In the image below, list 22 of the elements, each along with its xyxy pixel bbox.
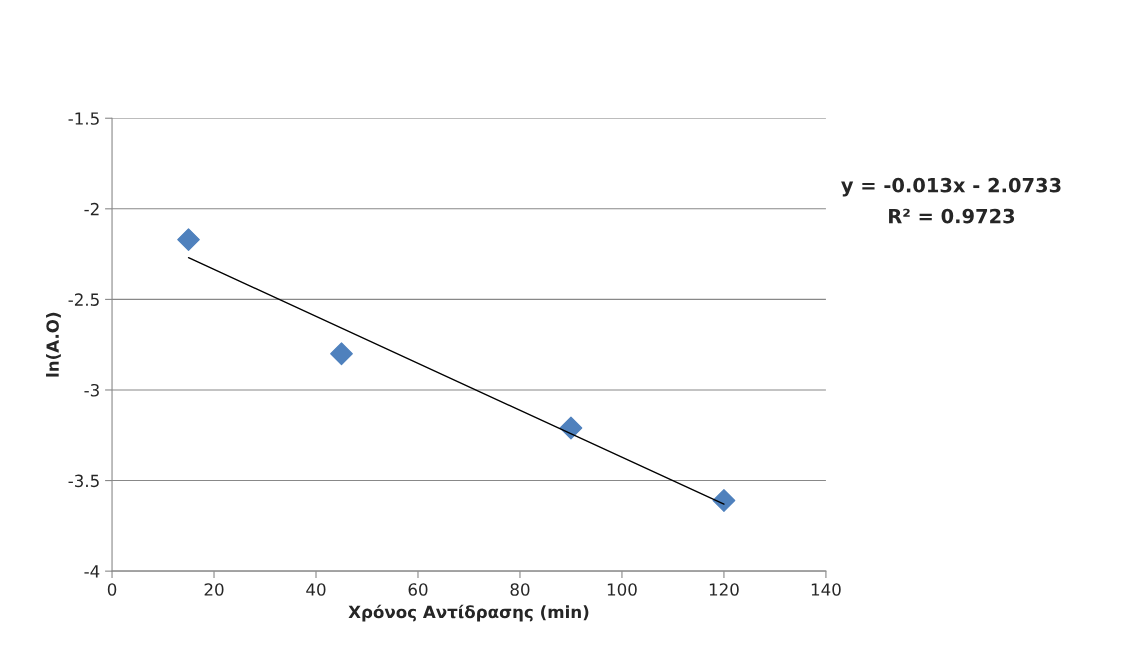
x-tick-label: 60 — [408, 583, 428, 596]
x-tick-label: 140 — [811, 583, 841, 596]
x-tick-label: 0 — [107, 583, 117, 596]
text: y = -0.013x - 2.0733 — [841, 177, 1061, 197]
point — [559, 416, 583, 440]
y-tick-label: -1.5 — [68, 112, 99, 125]
y-tick-label: -3 — [84, 383, 99, 397]
x-axis-title: Χρόνος Αντίδρασης (min) — [348, 604, 589, 622]
y-axis-title: ln(A.O) — [46, 312, 61, 377]
text: R² = 0.9723 — [889, 208, 1015, 224]
y-tick-label: -2 — [84, 202, 99, 216]
x-tick-label: 80 — [510, 583, 530, 596]
point — [330, 342, 353, 366]
x-tick-label: 40 — [306, 583, 326, 596]
y-tick-label: -4 — [84, 565, 100, 578]
x-tick-label: 100 — [607, 583, 637, 596]
y-tick-label: -3.5 — [68, 474, 99, 488]
x-tick-label: 120 — [709, 583, 739, 596]
point — [712, 489, 736, 512]
point — [177, 228, 200, 251]
x-tick-label: 20 — [204, 583, 224, 596]
y-tick-label: -2.5 — [68, 293, 99, 306]
